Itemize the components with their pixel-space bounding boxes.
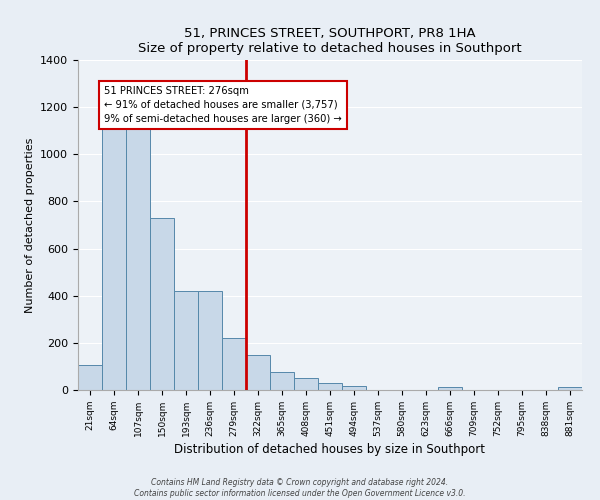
Bar xyxy=(318,384,342,390)
Bar xyxy=(438,387,462,390)
X-axis label: Distribution of detached houses by size in Southport: Distribution of detached houses by size … xyxy=(175,443,485,456)
Bar xyxy=(558,387,582,390)
Bar xyxy=(198,291,222,390)
Text: 51 PRINCES STREET: 276sqm
← 91% of detached houses are smaller (3,757)
9% of sem: 51 PRINCES STREET: 276sqm ← 91% of detac… xyxy=(104,86,342,124)
Y-axis label: Number of detached properties: Number of detached properties xyxy=(25,138,35,312)
Bar xyxy=(342,386,366,390)
Bar xyxy=(246,354,270,390)
Title: 51, PRINCES STREET, SOUTHPORT, PR8 1HA
Size of property relative to detached hou: 51, PRINCES STREET, SOUTHPORT, PR8 1HA S… xyxy=(138,26,522,54)
Bar xyxy=(150,218,174,390)
Bar xyxy=(102,116,126,390)
Bar xyxy=(126,116,150,390)
Bar xyxy=(78,365,102,390)
Bar xyxy=(270,372,294,390)
Bar xyxy=(294,378,318,390)
Bar xyxy=(174,291,198,390)
Bar xyxy=(222,338,246,390)
Text: Contains HM Land Registry data © Crown copyright and database right 2024.
Contai: Contains HM Land Registry data © Crown c… xyxy=(134,478,466,498)
